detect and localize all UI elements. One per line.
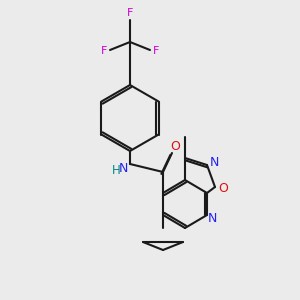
Text: F: F xyxy=(153,46,159,56)
Text: O: O xyxy=(218,182,228,196)
Text: F: F xyxy=(101,46,107,56)
Text: H: H xyxy=(112,164,120,178)
Text: N: N xyxy=(209,157,219,169)
Text: F: F xyxy=(127,8,133,18)
Text: N: N xyxy=(207,212,217,224)
Text: O: O xyxy=(170,140,180,152)
Text: N: N xyxy=(118,161,128,175)
